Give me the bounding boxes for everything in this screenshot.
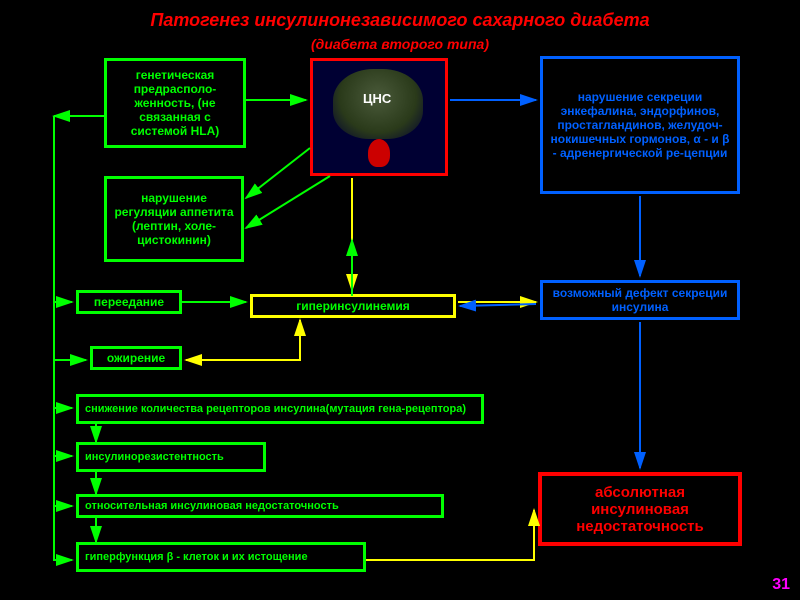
box-obesity: ожирение <box>90 346 182 370</box>
slide-title-line1: Патогенез инсулинонезависимого сахарного… <box>0 10 800 31</box>
box-hyperfunction: гиперфункция β - клеток и их истощение <box>76 542 366 572</box>
box-secretion: нарушение секреции энкефалина, эндорфино… <box>540 56 740 194</box>
box-resistance: инсулинорезистентность <box>76 442 266 472</box>
page-number: 31 <box>772 576 790 594</box>
box-genetic: генетическая предрасполо-женность, (не с… <box>104 58 246 148</box>
cns-label: ЦНС <box>363 91 391 106</box>
box-overeating: переедание <box>76 290 182 314</box>
box-hyperins: гиперинсулинемия <box>250 294 456 318</box>
box-defect: возможный дефект секреции инсулина <box>540 280 740 320</box>
box-relative: относительная инсулиновая недостаточност… <box>76 494 444 518</box>
box-appetite: нарушение регуляции аппетита (лептин, хо… <box>104 176 244 262</box>
cns-box: ЦНС <box>310 58 448 176</box>
slide-title-line2: (диабета второго типа) <box>0 36 800 52</box>
box-absolute: абсолютная инсулиновая недостаточность <box>538 472 742 546</box>
box-receptors: снижение количества рецепторов инсулина(… <box>76 394 484 424</box>
